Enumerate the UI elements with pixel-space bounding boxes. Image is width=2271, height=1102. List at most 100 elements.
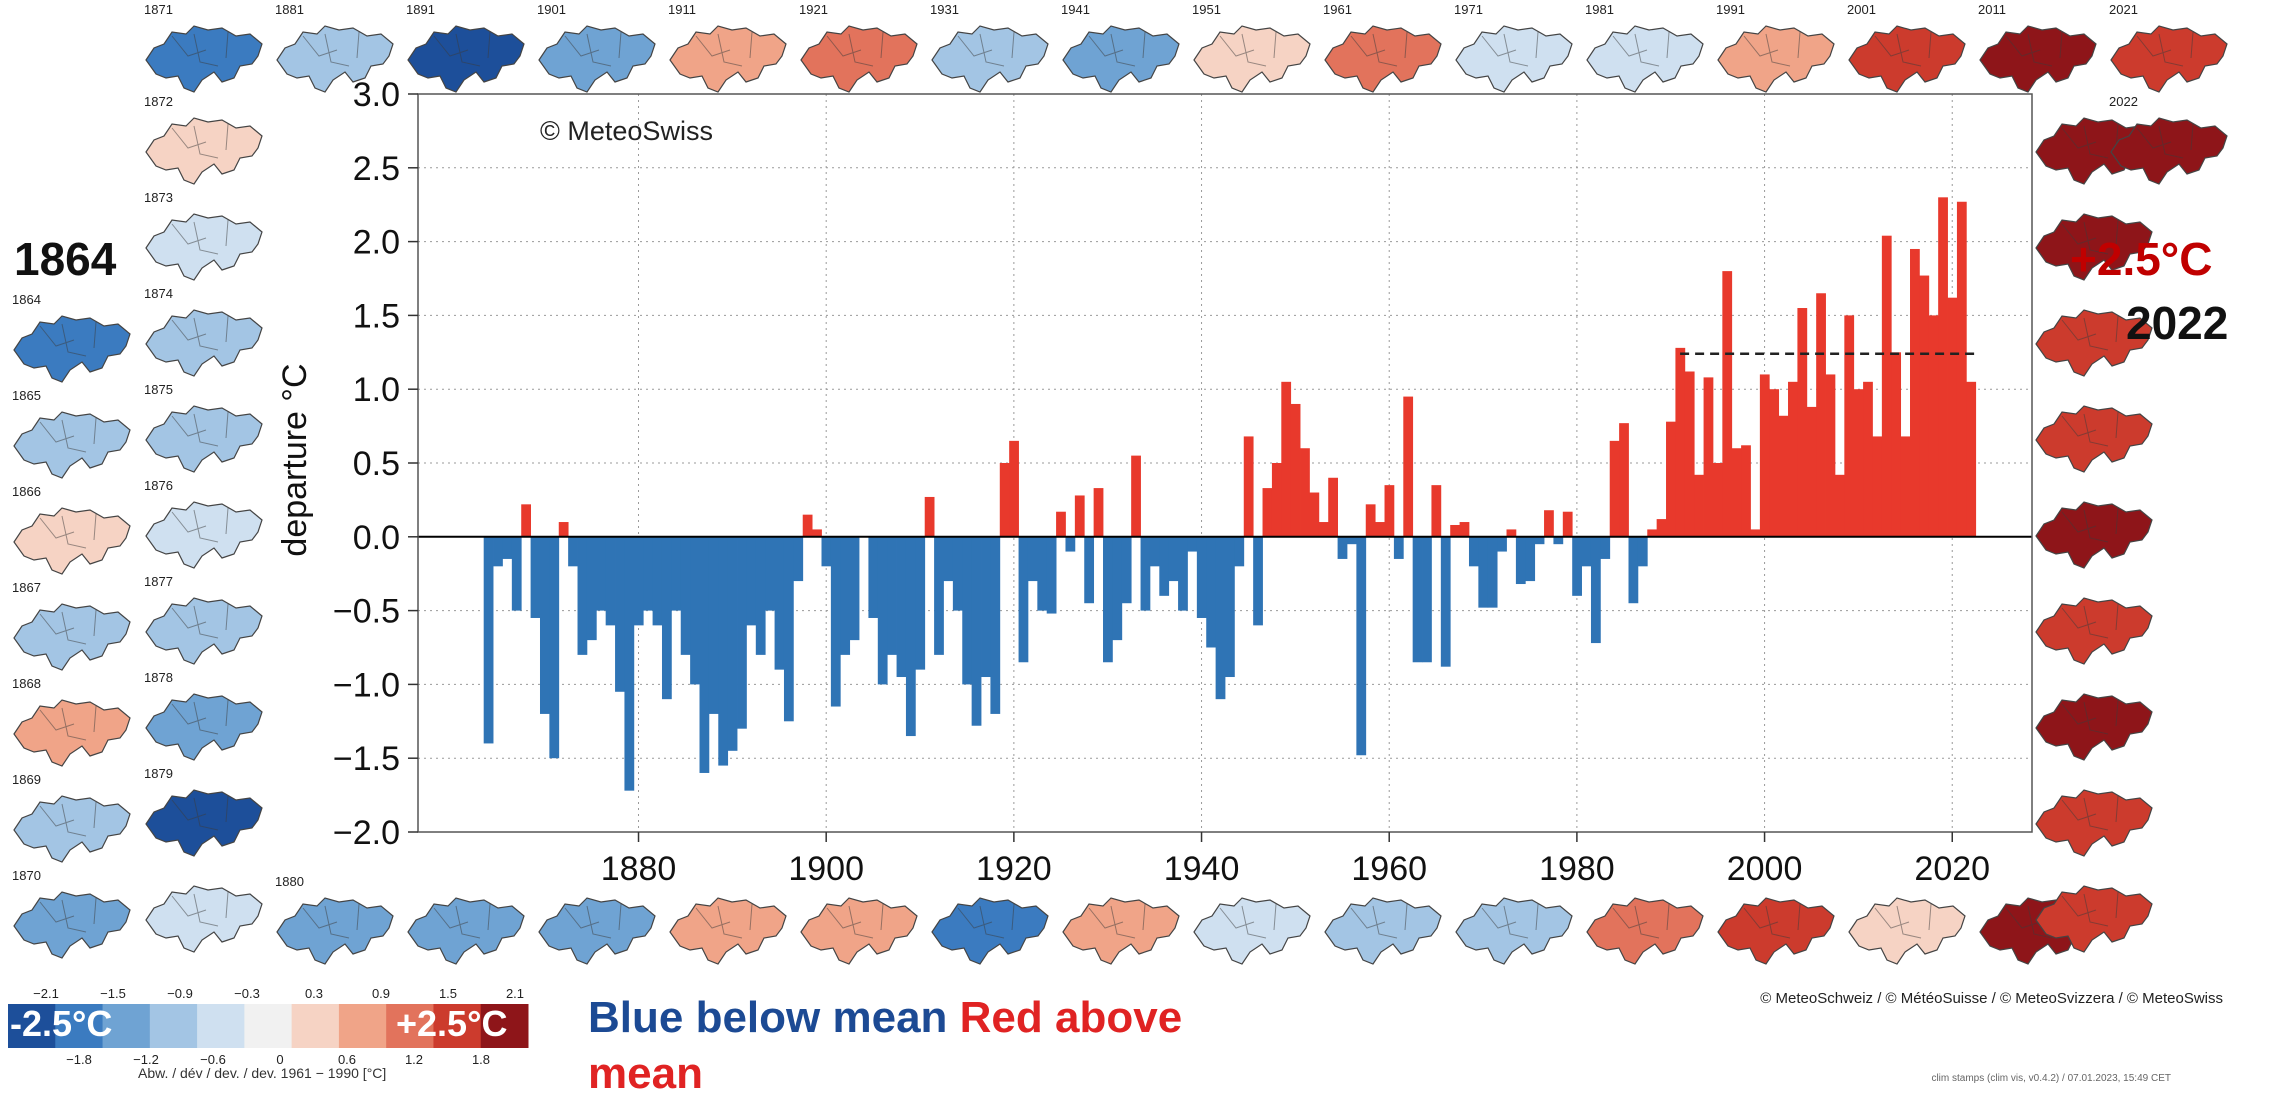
map-border-lines (1088, 903, 1146, 939)
map-thumbnail (1455, 25, 1573, 93)
bar-1869 (530, 536, 541, 618)
map-thumbnail (13, 315, 131, 383)
switzerland-map-icon (1586, 25, 1704, 93)
colorbar-bottom-tick: −1.8 (66, 1052, 92, 1067)
switzerland-map-icon (145, 309, 263, 377)
map-thumbnail (669, 897, 787, 965)
map-border-lines (171, 795, 229, 831)
colorbar-right-label: +2.5°C (396, 1003, 507, 1044)
bar-1897 (793, 536, 804, 582)
switzerland-map-icon (1848, 897, 1966, 965)
map-thumbnail (1979, 25, 2097, 93)
bar-1864 (483, 536, 494, 744)
map-thumbnail (145, 25, 263, 93)
map-thumbnail (276, 897, 394, 965)
map-thumbnail (1062, 897, 1180, 965)
bar-1938 (1178, 536, 1188, 611)
switzerland-map-icon (1193, 25, 1311, 93)
switzerland-map-icon (538, 25, 656, 93)
thumbnail-year-label: 1941 (1061, 2, 1090, 17)
map-thumbnail (2035, 597, 2153, 665)
x-tick-label: 1960 (1351, 850, 1427, 888)
bar-1912 (934, 536, 944, 655)
colorbar-swatch (338, 1004, 387, 1048)
map-border-lines (1481, 903, 1539, 939)
bar-2002 (1778, 415, 1789, 537)
bar-2017 (1919, 275, 1930, 537)
map-thumbnail (2110, 25, 2228, 93)
map-thumbnail (145, 501, 263, 569)
switzerland-map-icon (2035, 501, 2153, 569)
map-border-lines (2061, 219, 2119, 255)
switzerland-map-icon (145, 213, 263, 281)
colorbar-swatch (55, 1004, 104, 1048)
bar-1885 (680, 536, 691, 655)
bar-1959 (1375, 522, 1385, 537)
bar-1909 (905, 536, 916, 737)
map-border-lines (171, 603, 229, 639)
map-thumbnail (2035, 309, 2153, 377)
bar-2006 (1816, 293, 1826, 537)
switzerland-map-icon (145, 693, 263, 761)
thumbnail-year-label: 1951 (1192, 2, 1221, 17)
map-border-lines (171, 219, 229, 255)
map-thumbnail (13, 891, 131, 959)
switzerland-map-icon (13, 315, 131, 383)
map-thumbnail-years: 1871 1881 1891 1901 1911 1921 1931 1941 1951 1961… (12, 2, 2138, 889)
bar-1913 (943, 536, 954, 582)
colorbar-bottom-tick: 1.8 (472, 1052, 490, 1067)
map-thumbnail (145, 309, 263, 377)
map-thumbnail (1586, 25, 1704, 93)
map-border-lines (171, 891, 229, 927)
map-border-lines (2061, 891, 2119, 927)
bar-1902 (840, 536, 851, 655)
bar-2020 (1947, 297, 1958, 537)
bar-1989 (1656, 519, 1667, 537)
map-border-lines (1350, 31, 1408, 67)
map-thumbnail (1455, 897, 1573, 965)
thumbnail-year-label: 1867 (12, 580, 41, 595)
bar-2004 (1797, 308, 1808, 537)
bar-2021 (1956, 201, 1967, 537)
thumbnail-year-label: 1872 (144, 94, 173, 109)
bar-1972 (1497, 536, 1507, 552)
switzerland-map-icon (1324, 897, 1442, 965)
switzerland-map-icon (1848, 25, 1966, 93)
bar-2010 (1853, 389, 1864, 537)
colorbar-swatch (102, 1004, 151, 1048)
bar-2014 (1891, 352, 1902, 537)
switzerland-map-icon (13, 699, 131, 767)
switzerland-map-icon (1717, 897, 1835, 965)
bar-1920 (1009, 440, 1019, 537)
colorbar-swatch (480, 1004, 529, 1048)
bar-1934 (1140, 536, 1151, 611)
bar-1969 (1468, 536, 1479, 567)
map-border-lines (1874, 31, 1932, 67)
bar-1891 (737, 536, 747, 729)
bar-1974 (1515, 536, 1526, 585)
map-thumbnail (1193, 897, 1311, 965)
map-thumbnail (2110, 117, 2228, 185)
switzerland-map-icon (1193, 897, 1311, 965)
map-thumbnail (1717, 897, 1835, 965)
bar-1933 (1131, 455, 1141, 537)
bar-2015 (1900, 436, 1911, 537)
bar-1893 (755, 536, 766, 655)
map-border-lines (1219, 903, 1277, 939)
thumbnail-year-label: 1901 (537, 2, 566, 17)
bar-2005 (1806, 406, 1817, 537)
switzerland-map-icon (1455, 897, 1573, 965)
bar-1880 (633, 536, 644, 626)
bar-1939 (1187, 536, 1198, 552)
x-tick-label: 2000 (1727, 850, 1803, 888)
map-border-lines (171, 507, 229, 543)
bar-1979 (1562, 511, 1573, 537)
map-border-lines (826, 903, 884, 939)
thumbnail-year-label: 1876 (144, 478, 173, 493)
colorbar-top-tick: −1.5 (100, 986, 126, 1001)
timestamp: clim stamps (clim vis, v0.4.2) / 07.01.2… (1931, 1073, 2171, 1084)
switzerland-map-icon (145, 405, 263, 473)
bar-1888 (708, 536, 719, 714)
switzerland-map-icon (800, 25, 918, 93)
